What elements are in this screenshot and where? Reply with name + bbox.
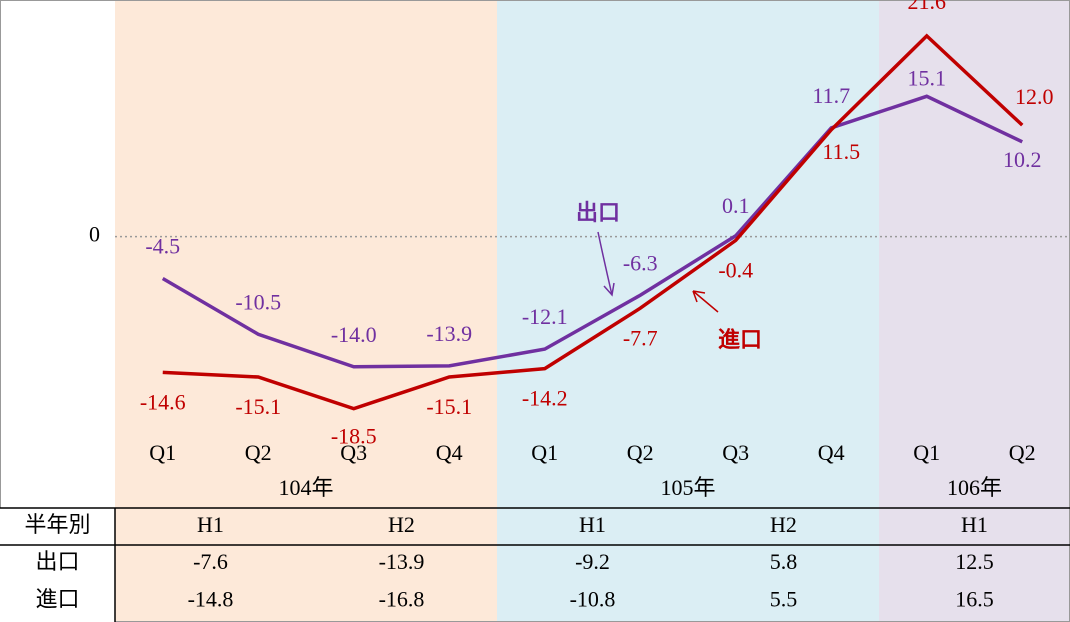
table-cell: -13.9 <box>379 549 425 574</box>
year-label: 106年 <box>947 475 1002 500</box>
data-label: -0.4 <box>718 257 753 282</box>
x-tick-label: Q3 <box>722 440 749 465</box>
data-label: -18.5 <box>331 424 377 449</box>
data-label: -15.1 <box>235 394 281 419</box>
table-cell: -9.2 <box>575 549 610 574</box>
data-label: -10.5 <box>235 289 281 314</box>
table-header: H1 <box>579 512 606 537</box>
x-tick-label: Q4 <box>818 440 845 465</box>
year-label: 104年 <box>278 475 333 500</box>
data-label: -7.7 <box>623 325 658 350</box>
data-label: -6.3 <box>623 250 658 275</box>
year-band <box>497 0 879 622</box>
data-label: 11.5 <box>822 139 860 164</box>
table-header: H2 <box>770 512 797 537</box>
table-header: 半年別 <box>24 512 90 537</box>
data-label: -14.0 <box>331 322 377 347</box>
data-label: -12.1 <box>522 304 568 329</box>
data-label: -14.2 <box>522 386 568 411</box>
year-band <box>115 0 497 622</box>
x-tick-label: Q3 <box>340 440 367 465</box>
series-line <box>161 94 1024 369</box>
x-tick-label: Q1 <box>531 440 558 465</box>
annotation-arrow <box>597 231 615 297</box>
data-label: 0.1 <box>722 193 750 218</box>
table-cell: -16.8 <box>379 587 425 612</box>
table-cell: 5.5 <box>770 587 798 612</box>
y-tick-label: 0 <box>89 222 100 247</box>
data-label: 15.1 <box>908 65 947 90</box>
table-cell: 12.5 <box>955 549 994 574</box>
x-tick-label: Q2 <box>245 440 272 465</box>
data-label: -14.6 <box>140 389 186 414</box>
x-tick-label: Q2 <box>627 440 654 465</box>
table-cell: 出口 <box>35 549 79 574</box>
table-cell: -7.6 <box>193 549 228 574</box>
data-label: 10.2 <box>1003 147 1042 172</box>
x-tick-label: Q4 <box>436 440 463 465</box>
data-label: -13.9 <box>426 321 472 346</box>
table-cell: 16.5 <box>955 587 994 612</box>
table-header: H1 <box>961 512 988 537</box>
table-cell: 5.8 <box>770 549 798 574</box>
table-header: H1 <box>197 512 224 537</box>
table-cell: -14.8 <box>188 587 234 612</box>
table-header: H2 <box>388 512 415 537</box>
data-label: -4.5 <box>145 234 180 259</box>
legend-label: 進口 <box>718 327 762 352</box>
annotation-arrow <box>692 290 719 313</box>
table-cell: 進口 <box>35 587 79 612</box>
year-band <box>879 0 1070 622</box>
table-cell: -10.8 <box>570 587 616 612</box>
series-line <box>162 33 1024 411</box>
data-label: 12.0 <box>1015 84 1054 109</box>
x-tick-label: Q1 <box>913 440 940 465</box>
legend-label: 出口 <box>576 200 620 225</box>
data-label: 21.6 <box>908 0 947 14</box>
table-label-col <box>0 508 115 622</box>
data-label: 11.7 <box>812 83 850 108</box>
year-label: 105年 <box>660 475 715 500</box>
x-tick-label: Q2 <box>1009 440 1036 465</box>
x-tick-label: Q1 <box>149 440 176 465</box>
data-label: -15.1 <box>426 394 472 419</box>
